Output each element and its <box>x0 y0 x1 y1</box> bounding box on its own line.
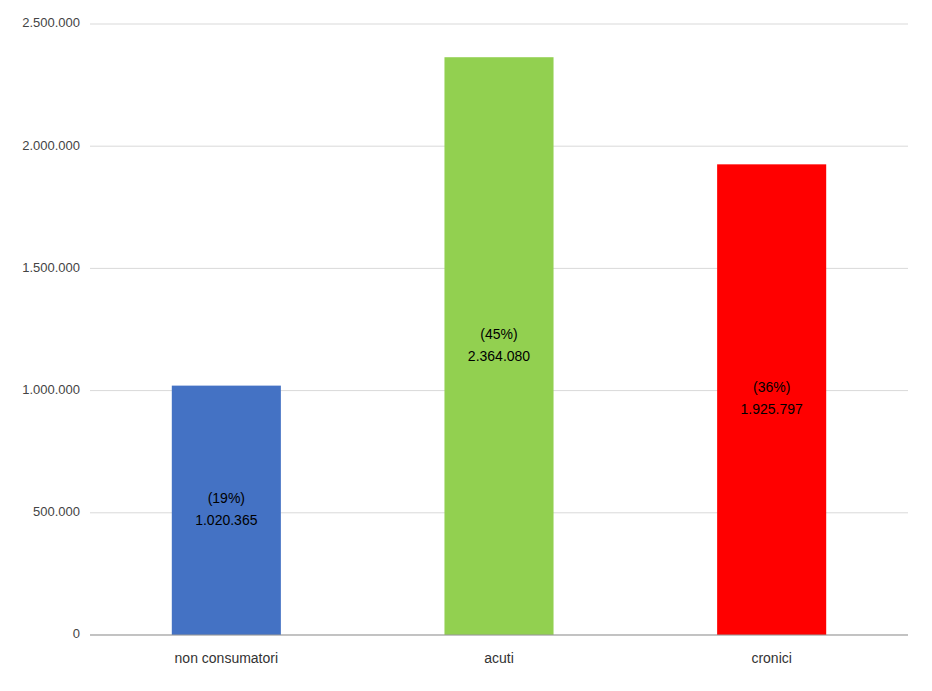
y-tick-label: 1.000.000 <box>22 382 80 397</box>
data-labels: (19%) 1.020.365 (45%) 2.364.080 (36%) 1.925.7… <box>195 326 803 528</box>
y-tick-label: 2.500.000 <box>22 15 80 30</box>
y-tick-label: 2.000.000 <box>22 138 80 153</box>
y-tick-label: 500.000 <box>33 504 80 519</box>
value-label: 1.925.797 <box>741 401 803 417</box>
y-tick-label: 1.500.000 <box>22 260 80 275</box>
bar <box>444 57 553 635</box>
share-label: (36%) <box>753 379 790 395</box>
value-label: 1.020.365 <box>195 512 257 528</box>
share-label: (45%) <box>480 326 517 342</box>
bar <box>172 386 281 635</box>
grid <box>90 24 908 635</box>
y-axis: 0 500.000 1.000.000 1.500.000 2.000.000 2.500… <box>22 15 80 641</box>
share-label: (19%) <box>208 490 245 506</box>
x-tick-label: cronici <box>751 650 791 666</box>
chart: 0 500.000 1.000.000 1.500.000 2.000.000 2.500… <box>0 0 932 691</box>
x-axis-line <box>90 635 908 636</box>
grid-line <box>90 635 908 636</box>
grid-line <box>90 24 908 25</box>
y-tick-label: 0 <box>73 626 80 641</box>
bars <box>172 57 826 635</box>
value-label: 2.364.080 <box>468 348 530 364</box>
chart-container: 0 500.000 1.000.000 1.500.000 2.000.000 2.500… <box>0 0 932 691</box>
x-axis: non consumatori acuti cronici <box>90 635 908 666</box>
x-tick-label: non consumatori <box>175 650 279 666</box>
bar <box>717 164 826 635</box>
x-tick-label: acuti <box>484 650 514 666</box>
